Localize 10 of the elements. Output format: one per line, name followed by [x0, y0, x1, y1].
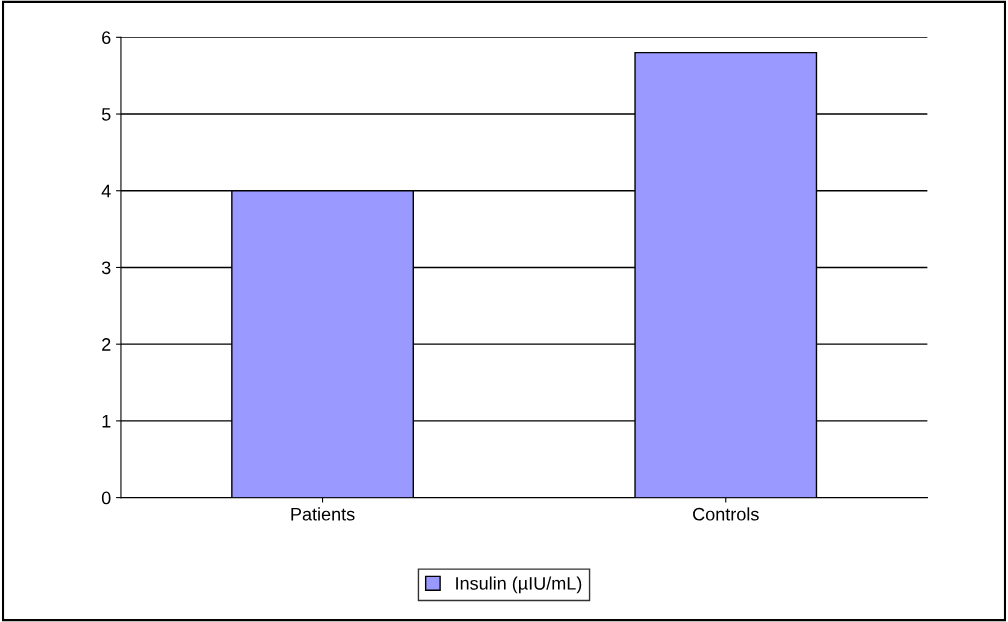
y-tick-label: 0: [101, 491, 111, 505]
y-tick-label: 4: [101, 184, 111, 198]
y-tick-label: 5: [101, 108, 111, 121]
x-tick-label: Patients: [291, 507, 355, 521]
y-tick-label: 6: [102, 31, 111, 45]
x-tick-label: Controls: [693, 507, 759, 521]
y-tick-label: 1: [102, 415, 111, 428]
y-tick-label: 3: [101, 261, 111, 275]
y-tick-label: 2: [102, 338, 111, 351]
legend-label: Insulin (µIU/mL): [456, 576, 582, 594]
